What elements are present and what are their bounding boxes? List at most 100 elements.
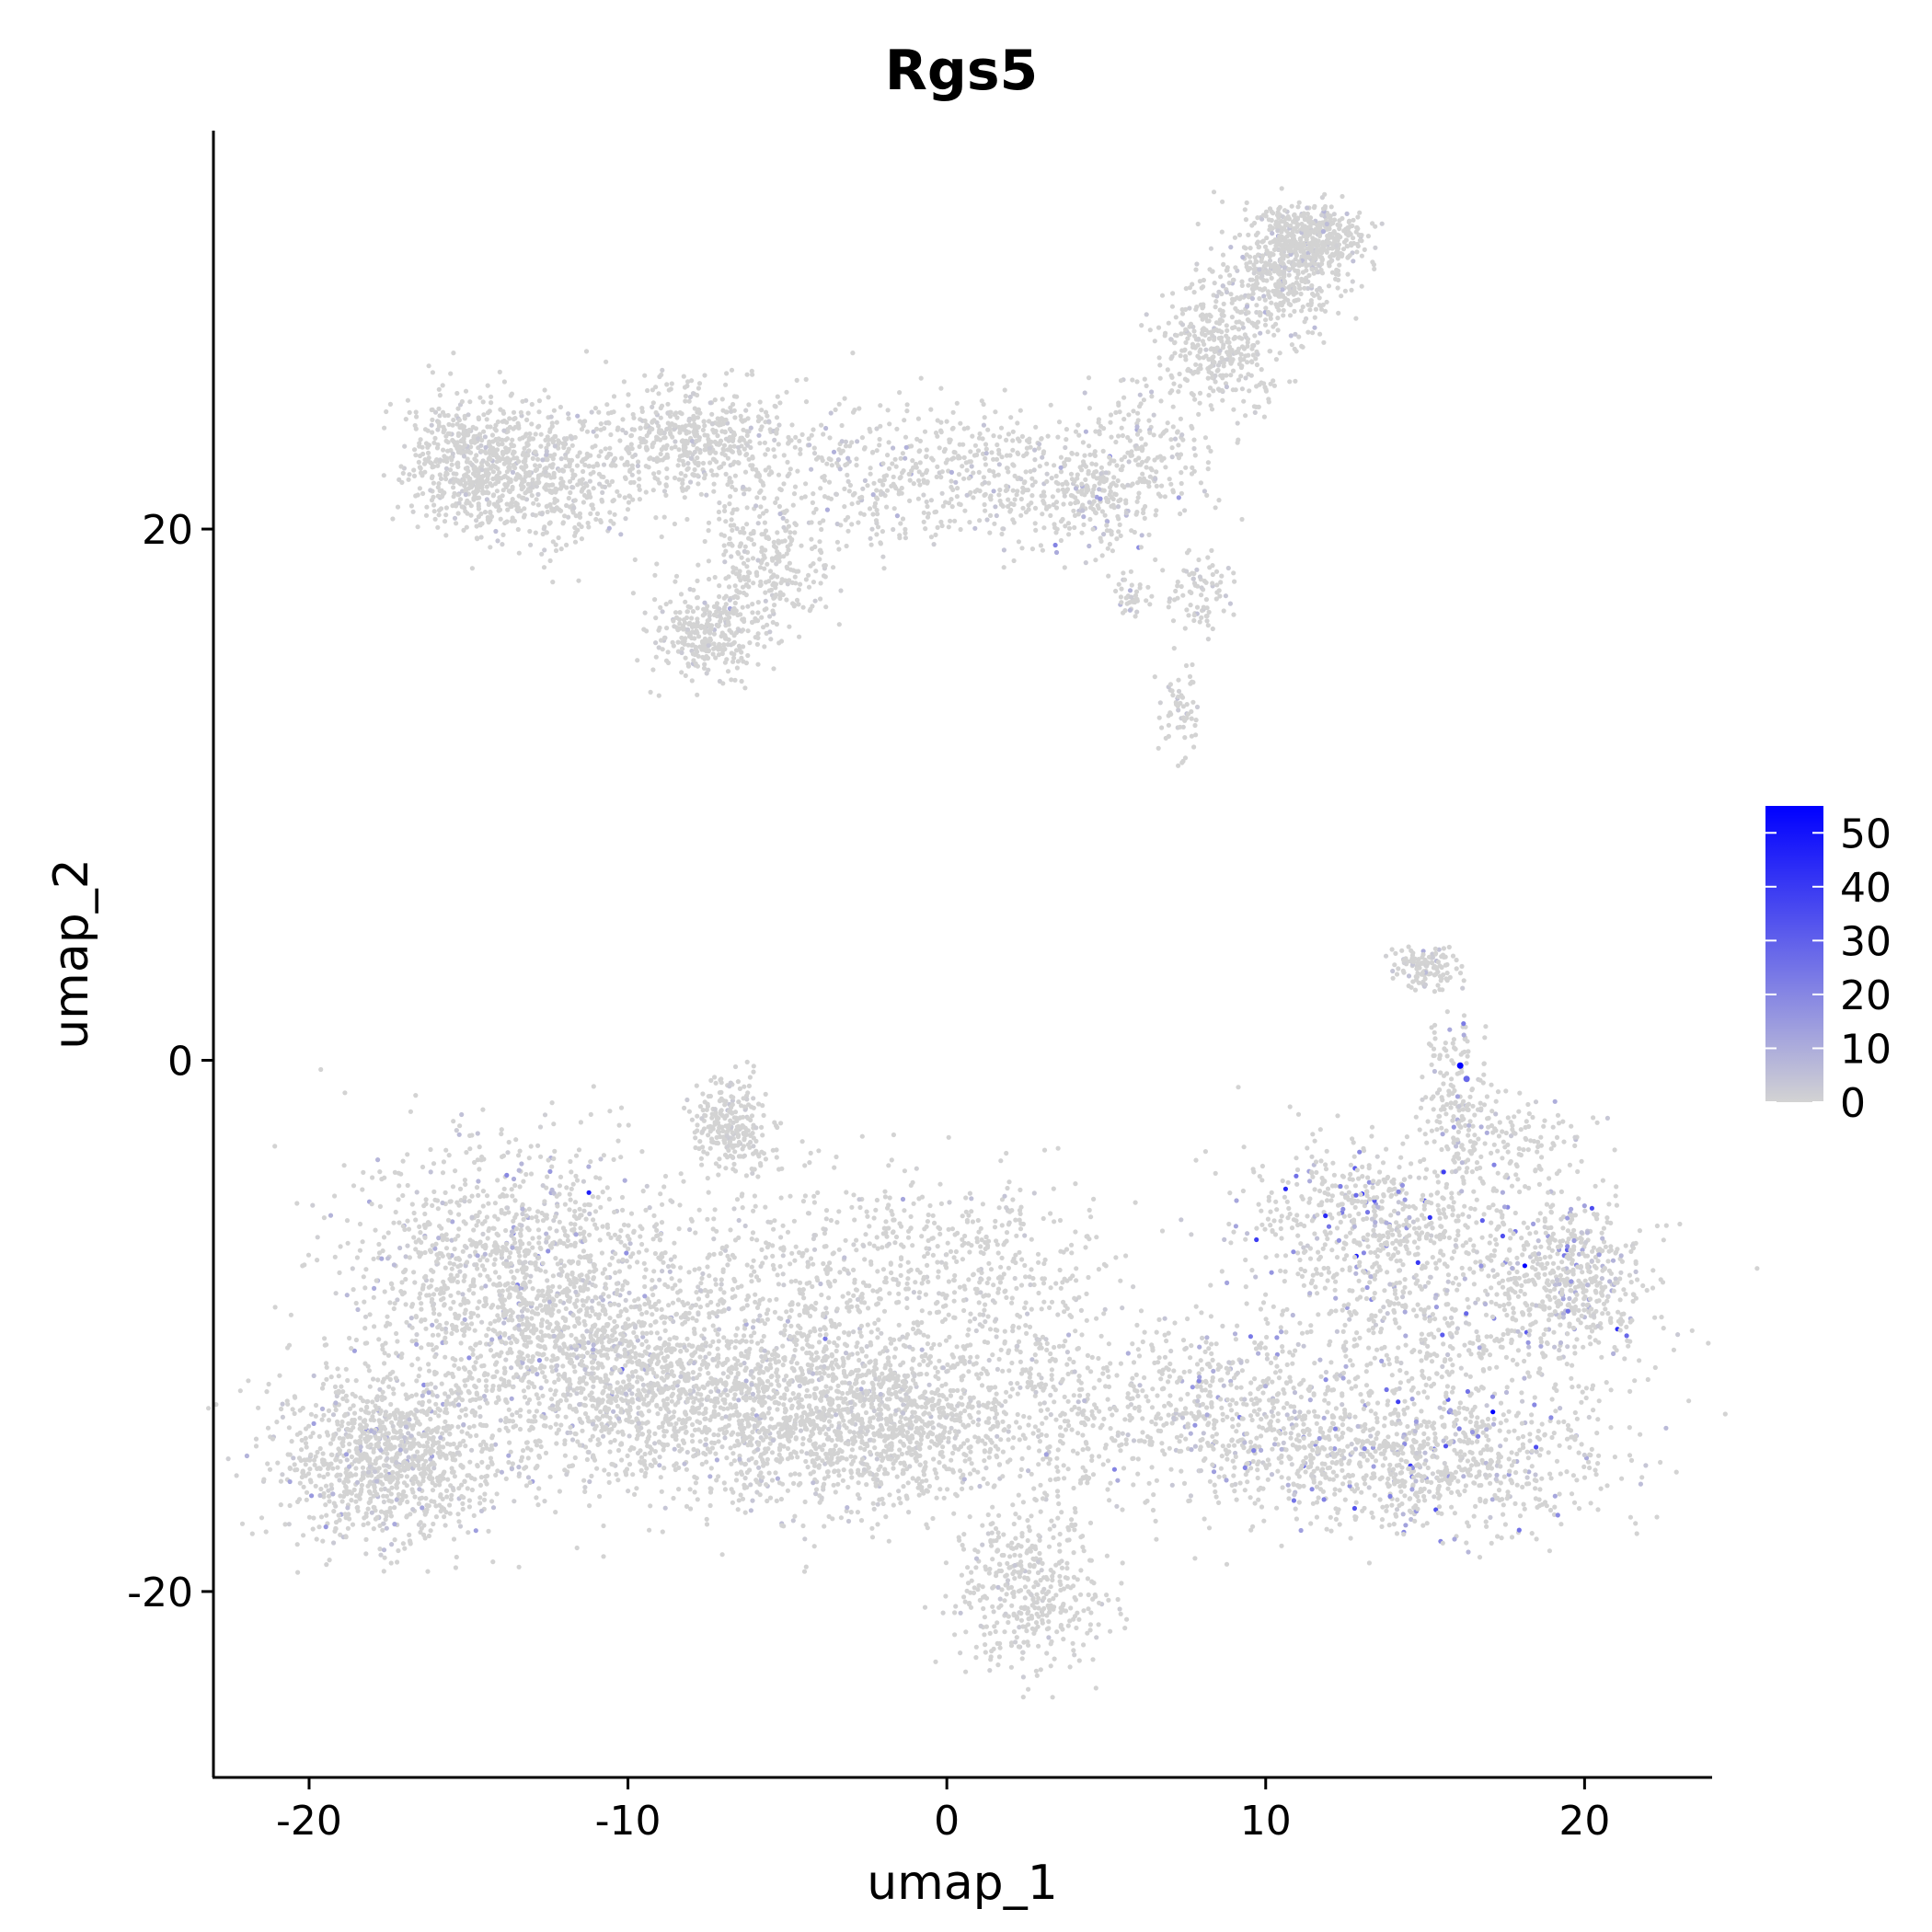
cell-point bbox=[513, 1137, 519, 1143]
cell-point bbox=[555, 1399, 561, 1406]
cell-point bbox=[574, 1178, 581, 1183]
cell-point bbox=[485, 1273, 490, 1279]
cell-point bbox=[503, 1397, 509, 1402]
cell-point bbox=[936, 1375, 941, 1382]
cell-point bbox=[390, 1386, 396, 1392]
cell-point bbox=[321, 1412, 327, 1418]
cell-point bbox=[937, 1487, 943, 1492]
cell-point bbox=[445, 1217, 452, 1223]
cell-point bbox=[717, 1427, 723, 1432]
cell-point bbox=[431, 1292, 437, 1297]
cell-point bbox=[521, 1216, 526, 1222]
cell-point bbox=[502, 1211, 508, 1216]
cell-point bbox=[702, 1426, 707, 1432]
cell-point bbox=[435, 1332, 441, 1338]
cell-point bbox=[445, 1252, 451, 1258]
cell-point bbox=[477, 1272, 483, 1278]
cell-point bbox=[297, 1480, 303, 1486]
cell-point bbox=[817, 1412, 822, 1418]
cell-point bbox=[625, 1385, 630, 1390]
cell-point bbox=[348, 1406, 353, 1411]
cell-point bbox=[520, 1377, 525, 1383]
cell-point bbox=[699, 1461, 705, 1467]
cell-point bbox=[362, 1326, 368, 1331]
cell-point bbox=[415, 1449, 420, 1455]
cell-point bbox=[439, 1381, 444, 1386]
cell-point bbox=[563, 1305, 569, 1312]
cell-point bbox=[457, 1441, 463, 1446]
cell-point bbox=[632, 1354, 638, 1360]
cell-point bbox=[573, 1409, 580, 1414]
cell-point bbox=[418, 1529, 423, 1535]
cell-point bbox=[619, 1194, 626, 1201]
cell-point bbox=[295, 1570, 301, 1575]
cell-point bbox=[383, 1468, 388, 1474]
cell-point bbox=[646, 1433, 652, 1439]
cell-point bbox=[643, 1339, 650, 1344]
cell-point bbox=[755, 1340, 761, 1346]
cell-point bbox=[495, 1395, 501, 1400]
cell-point bbox=[550, 1283, 556, 1289]
cell-point bbox=[800, 1523, 806, 1529]
cell-point bbox=[568, 1424, 573, 1430]
cell-point bbox=[567, 1403, 573, 1409]
cell-point bbox=[658, 1191, 663, 1197]
cell-point bbox=[461, 1495, 466, 1501]
cell-point bbox=[613, 1251, 618, 1257]
cell-point bbox=[586, 1419, 592, 1424]
cell-point bbox=[432, 1385, 438, 1390]
cell-point bbox=[492, 1362, 499, 1367]
cell-point bbox=[614, 1324, 620, 1329]
cell-point bbox=[537, 1124, 544, 1130]
cell-point bbox=[676, 1394, 682, 1399]
cell-point bbox=[776, 1421, 781, 1427]
cell-point bbox=[387, 1321, 393, 1327]
cell-point bbox=[390, 1469, 396, 1475]
cell-point bbox=[657, 1440, 662, 1445]
cell-point bbox=[444, 1494, 450, 1500]
cell-point bbox=[626, 1223, 631, 1228]
cell-point bbox=[422, 1249, 428, 1256]
cell-point bbox=[374, 1478, 380, 1484]
cell-point bbox=[484, 1258, 490, 1263]
cell-point bbox=[398, 1171, 404, 1177]
cell-point bbox=[432, 1409, 438, 1416]
cell-point bbox=[529, 1424, 535, 1430]
cell-point bbox=[631, 1329, 637, 1335]
cell-point bbox=[995, 1433, 1000, 1439]
cell-point bbox=[391, 1445, 397, 1451]
cell-point bbox=[535, 1305, 540, 1311]
cell-point bbox=[798, 1428, 804, 1433]
cell-point bbox=[378, 1552, 384, 1558]
cell-point bbox=[608, 1302, 614, 1307]
cell-point bbox=[458, 1302, 464, 1307]
cell-point bbox=[542, 1364, 547, 1370]
cell-point bbox=[525, 1353, 531, 1359]
cell-point bbox=[505, 1428, 511, 1433]
cell-point bbox=[883, 1514, 889, 1520]
cell-point bbox=[264, 1389, 270, 1395]
cell-point bbox=[681, 1440, 687, 1445]
cell-point bbox=[292, 1410, 297, 1417]
cell-point bbox=[444, 1441, 450, 1446]
cell-point bbox=[706, 1371, 711, 1376]
cell-point bbox=[337, 1478, 342, 1483]
cell-point bbox=[455, 1290, 461, 1295]
cell-point bbox=[373, 1227, 378, 1233]
cell-point bbox=[431, 1310, 437, 1317]
cell-point bbox=[949, 1411, 954, 1417]
cell-point bbox=[757, 1492, 763, 1498]
cell-point bbox=[451, 1119, 456, 1124]
cell-point bbox=[452, 1247, 457, 1252]
cell-point bbox=[427, 1248, 433, 1253]
cell-point bbox=[875, 1477, 880, 1483]
cell-point bbox=[563, 1317, 569, 1324]
cell-point bbox=[592, 1222, 598, 1227]
cell-point bbox=[769, 1478, 776, 1483]
cell-point bbox=[735, 1443, 742, 1448]
cell-point bbox=[716, 1360, 721, 1365]
cell-point bbox=[416, 1458, 421, 1464]
cell-point bbox=[776, 1282, 782, 1287]
cell-point bbox=[617, 1367, 623, 1373]
cell-point bbox=[541, 1351, 546, 1357]
